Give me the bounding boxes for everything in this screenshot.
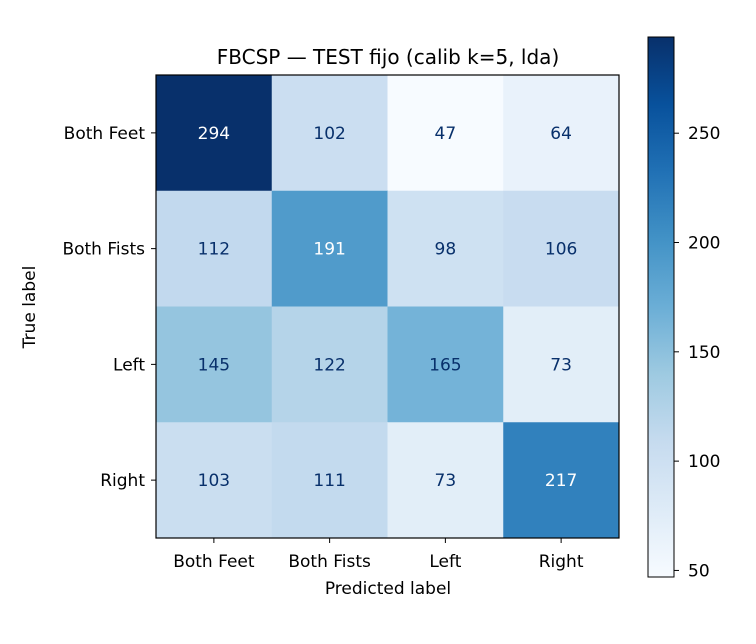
y-axis-label: True label <box>20 266 40 350</box>
heatmap-cell <box>156 75 273 192</box>
x-tick-label: Both Feet <box>173 552 255 572</box>
cell-value-label: 102 <box>313 124 345 144</box>
y-tick-label: Both Feet <box>64 124 146 144</box>
heatmap-cell <box>271 75 388 192</box>
cell-value-label: 73 <box>550 355 572 375</box>
cell-value-label: 64 <box>550 124 572 144</box>
cell-value-label: 165 <box>429 355 461 375</box>
colorbar <box>647 36 675 578</box>
plot-frame <box>155 74 620 539</box>
colorbar-tick-label: 150 <box>688 343 720 363</box>
heatmap-cell <box>503 422 620 539</box>
heatmap-cell <box>387 422 504 539</box>
y-ticks: Both Feet Both Fists Left Right <box>62 124 156 491</box>
heatmap-cell <box>271 190 388 307</box>
cell-value-label: 145 <box>198 355 230 375</box>
cell-value-label: 98 <box>435 240 457 260</box>
heatmap-cell <box>156 306 273 423</box>
chart-title: FBCSP — TEST fijo (calib k=5, lda) <box>217 45 560 69</box>
heatmap-cells <box>156 75 620 539</box>
cell-value-label: 294 <box>198 124 230 144</box>
colorbar-tick-label: 50 <box>688 561 710 581</box>
x-tick-label: Right <box>539 552 584 572</box>
colorbar-tick-label: 200 <box>688 234 720 254</box>
cell-value-label: 47 <box>435 124 457 144</box>
heatmap-cell <box>503 190 620 307</box>
cell-value-label: 106 <box>545 240 577 260</box>
heatmap-cell <box>503 306 620 423</box>
x-tick-label: Both Fists <box>288 552 371 572</box>
cell-value-labels: 294 102 47 64 112 191 98 106 145 122 165 73 103 111 73… <box>198 124 578 491</box>
y-tick-label: Left <box>113 355 145 375</box>
heatmap-cell <box>387 190 504 307</box>
x-axis-label: Predicted label <box>325 579 451 599</box>
cell-value-label: 191 <box>313 240 345 260</box>
colorbar-tick-label: 100 <box>688 452 720 472</box>
y-tick-label: Right <box>100 471 145 491</box>
cell-value-label: 217 <box>545 471 577 491</box>
cell-value-label: 112 <box>198 240 230 260</box>
cell-value-label: 111 <box>313 471 345 491</box>
cell-value-label: 73 <box>435 471 457 491</box>
x-ticks: Both Feet Both Fists Left Right <box>173 538 584 572</box>
colorbar-ticks: 50 100 150 200 250 <box>674 124 720 581</box>
y-tick-label: Both Fists <box>62 240 145 260</box>
heatmap-cell <box>271 306 388 423</box>
heatmap-cell <box>387 306 504 423</box>
heatmap-cell <box>156 190 273 307</box>
heatmap-cell <box>156 422 273 539</box>
cell-value-label: 122 <box>313 355 345 375</box>
heatmap-cell <box>503 75 620 192</box>
x-tick-label: Left <box>429 552 461 572</box>
heatmap-cell <box>271 422 388 539</box>
heatmap-cell <box>387 75 504 192</box>
colorbar-tick-label: 250 <box>688 124 720 144</box>
cell-value-label: 103 <box>198 471 230 491</box>
